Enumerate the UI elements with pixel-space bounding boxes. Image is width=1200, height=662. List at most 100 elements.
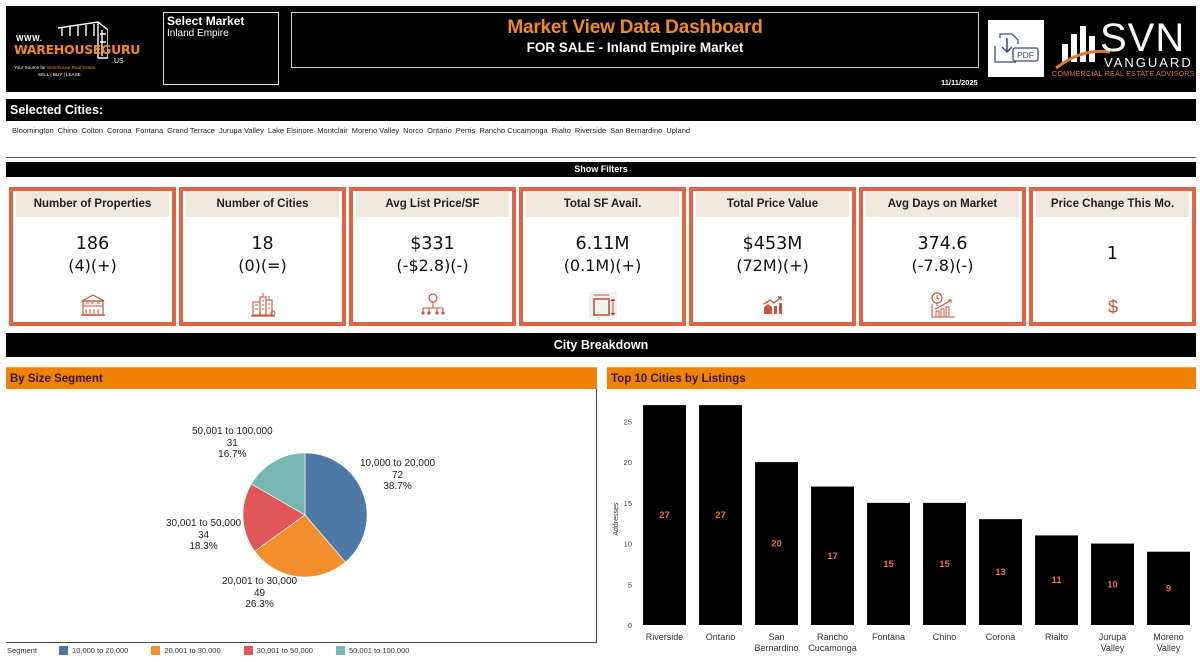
bar[interactable] xyxy=(1147,551,1190,625)
kpi-delta: (4)(+) xyxy=(68,256,117,275)
logo-tagline: Your Source for Warehouse Real Estate xyxy=(14,65,124,70)
y-tick-label: 5 xyxy=(628,580,632,589)
bar[interactable] xyxy=(923,502,966,625)
bar[interactable] xyxy=(1035,535,1078,625)
top-cities-title: Top 10 Cities by Listings xyxy=(607,367,1196,389)
x-tick-label: Ontario xyxy=(706,632,736,642)
bar[interactable] xyxy=(811,486,854,625)
x-tick-label: Rancho xyxy=(817,632,848,642)
selected-city: Lake Elsinore xyxy=(267,126,314,135)
pie-slice[interactable] xyxy=(254,514,346,578)
legend-item[interactable]: 50,001 to 100,000 xyxy=(335,646,410,655)
growth-chart-icon xyxy=(763,296,782,314)
selected-city: Bloomington xyxy=(12,126,54,135)
kpi-delta: (72M)(+) xyxy=(736,256,809,275)
legend-title: Segment xyxy=(7,646,38,655)
pdf-download-button[interactable]: PDF xyxy=(988,20,1044,77)
bar-value-label: 17 xyxy=(827,551,838,562)
kpi-delta: (-7.8)(-) xyxy=(911,256,974,275)
svn-tagline: COMMERCIAL REAL ESTATE ADVISORS xyxy=(1052,69,1195,78)
kpi-value: $331 xyxy=(410,234,455,254)
legend-item[interactable]: 20,001 to 30,000 xyxy=(151,646,221,655)
selected-city: Chino xyxy=(57,126,78,135)
y-tick-label: 15 xyxy=(624,499,632,508)
kpi-title: Total Price Value xyxy=(696,191,849,217)
panel-border xyxy=(596,389,597,643)
selected-city: Grand Terrace xyxy=(167,126,215,135)
selected-city: Fontana xyxy=(135,126,164,135)
x-tick-label: Cucamonga xyxy=(808,643,857,653)
bar[interactable] xyxy=(979,519,1022,625)
pdf-download-icon: PDF xyxy=(994,33,1039,63)
bar[interactable] xyxy=(643,405,686,625)
kpi-price-change-this-mo: Price Change This Mo. 1 $ xyxy=(1029,187,1196,326)
city-icon xyxy=(250,293,275,317)
slice-percent: 38.7% xyxy=(383,481,412,492)
selected-city: Rialto xyxy=(551,126,571,135)
pie-label-10000-20000: 10,000 to 20,000 72 38.7% xyxy=(360,458,435,493)
header-bar: WWW. WAREHOUSEGURU .US Your Source for W… xyxy=(6,6,1196,92)
legend-item[interactable]: 30,001 to 50,000 xyxy=(243,646,313,655)
bar-value-label: 10 xyxy=(1107,579,1118,590)
legend-swatch xyxy=(151,646,161,655)
bar-value-label: 27 xyxy=(715,510,726,521)
x-tick-label: Corona xyxy=(986,632,1016,642)
kpi-value: 374.6 xyxy=(917,234,968,254)
svn-bars-icon xyxy=(1055,26,1110,70)
kpi-avg-days-on-market: Avg Days on Market 374.6 (-7.8)(-) xyxy=(859,187,1026,326)
dollar-icon: $ xyxy=(1107,297,1117,317)
legend-label: 50,001 to 100,000 xyxy=(348,646,410,655)
bar[interactable] xyxy=(755,462,798,625)
clock-chart-icon xyxy=(930,292,955,318)
kpi-title: Price Change This Mo. xyxy=(1036,191,1189,217)
bar-value-label: 27 xyxy=(659,510,670,521)
page-title: Market View Data Dashboard xyxy=(507,17,763,38)
y-tick-label: 25 xyxy=(624,417,632,426)
kpi-number-of-cities: Number of Cities 18 (0)(=) xyxy=(179,187,346,326)
svn-wordmark: SVN xyxy=(1100,16,1186,60)
y-tick-label: 20 xyxy=(624,458,632,467)
pie-slice[interactable] xyxy=(304,452,368,563)
price-network-icon xyxy=(420,293,445,315)
show-filters-button[interactable]: Show Filters xyxy=(6,162,1196,177)
legend-item[interactable]: 10,000 to 20,000 xyxy=(59,646,128,655)
pie-label-50001-100000: 50,001 to 100,000 31 16.7% xyxy=(192,426,273,461)
size-segment-title: By Size Segment xyxy=(6,367,597,389)
market-select-label: Select Market xyxy=(167,14,245,28)
y-tick-label: 0 xyxy=(628,621,632,630)
bar[interactable] xyxy=(867,502,910,625)
divider xyxy=(6,157,1196,158)
bar[interactable] xyxy=(1091,543,1134,625)
kpi-value: 18 xyxy=(251,234,274,254)
slice-value: 31 xyxy=(226,437,238,449)
title-box: Market View Data Dashboard FOR SALE - In… xyxy=(291,12,979,68)
legend-swatch xyxy=(335,646,345,655)
building-icon xyxy=(80,294,105,316)
pie-label-20001-30000: 20,001 to 30,000 49 26.3% xyxy=(222,576,297,611)
x-tick-label: Jurupa xyxy=(1099,632,1127,642)
x-tick-label: Bernardino xyxy=(754,643,798,653)
pie-slice[interactable] xyxy=(242,483,306,552)
kpi-total-price-value: Total Price Value $453M (72M)(+) xyxy=(689,187,856,326)
bar[interactable] xyxy=(699,405,742,625)
warehouseguru-logo[interactable]: WWW. WAREHOUSEGURU .US Your Source for W… xyxy=(14,20,154,80)
x-tick-label: San xyxy=(768,632,784,642)
market-select[interactable]: Select Market Inland Empire xyxy=(163,12,279,85)
bar-value-label: 15 xyxy=(883,559,894,570)
market-select-value[interactable]: Inland Empire xyxy=(167,28,229,39)
y-tick-label: 10 xyxy=(624,540,632,549)
legend-swatch xyxy=(243,646,253,655)
bar-value-label: 15 xyxy=(939,559,950,570)
kpi-value: 1 xyxy=(1106,244,1119,264)
logo-sub: SELL | BUY | LEASE xyxy=(38,72,81,77)
svg-text:$: $ xyxy=(1107,297,1117,317)
svn-vanguard-logo: SVN VANGUARD COMMERCIAL REAL ESTATE ADVI… xyxy=(1050,16,1196,82)
selected-cities-header: Selected Cities: xyxy=(6,99,1196,121)
pie-slice[interactable] xyxy=(250,452,306,516)
slice-percent: 26.3% xyxy=(245,599,274,610)
legend-swatch xyxy=(59,646,69,655)
size-segment-pie-chart: 10,000 to 20,000 72 38.7% 20,001 to 30,0… xyxy=(0,389,596,639)
selected-city: Ontario xyxy=(427,126,452,135)
legend-label: 20,001 to 30,000 xyxy=(164,646,221,655)
selected-city: Montclair xyxy=(317,126,348,135)
